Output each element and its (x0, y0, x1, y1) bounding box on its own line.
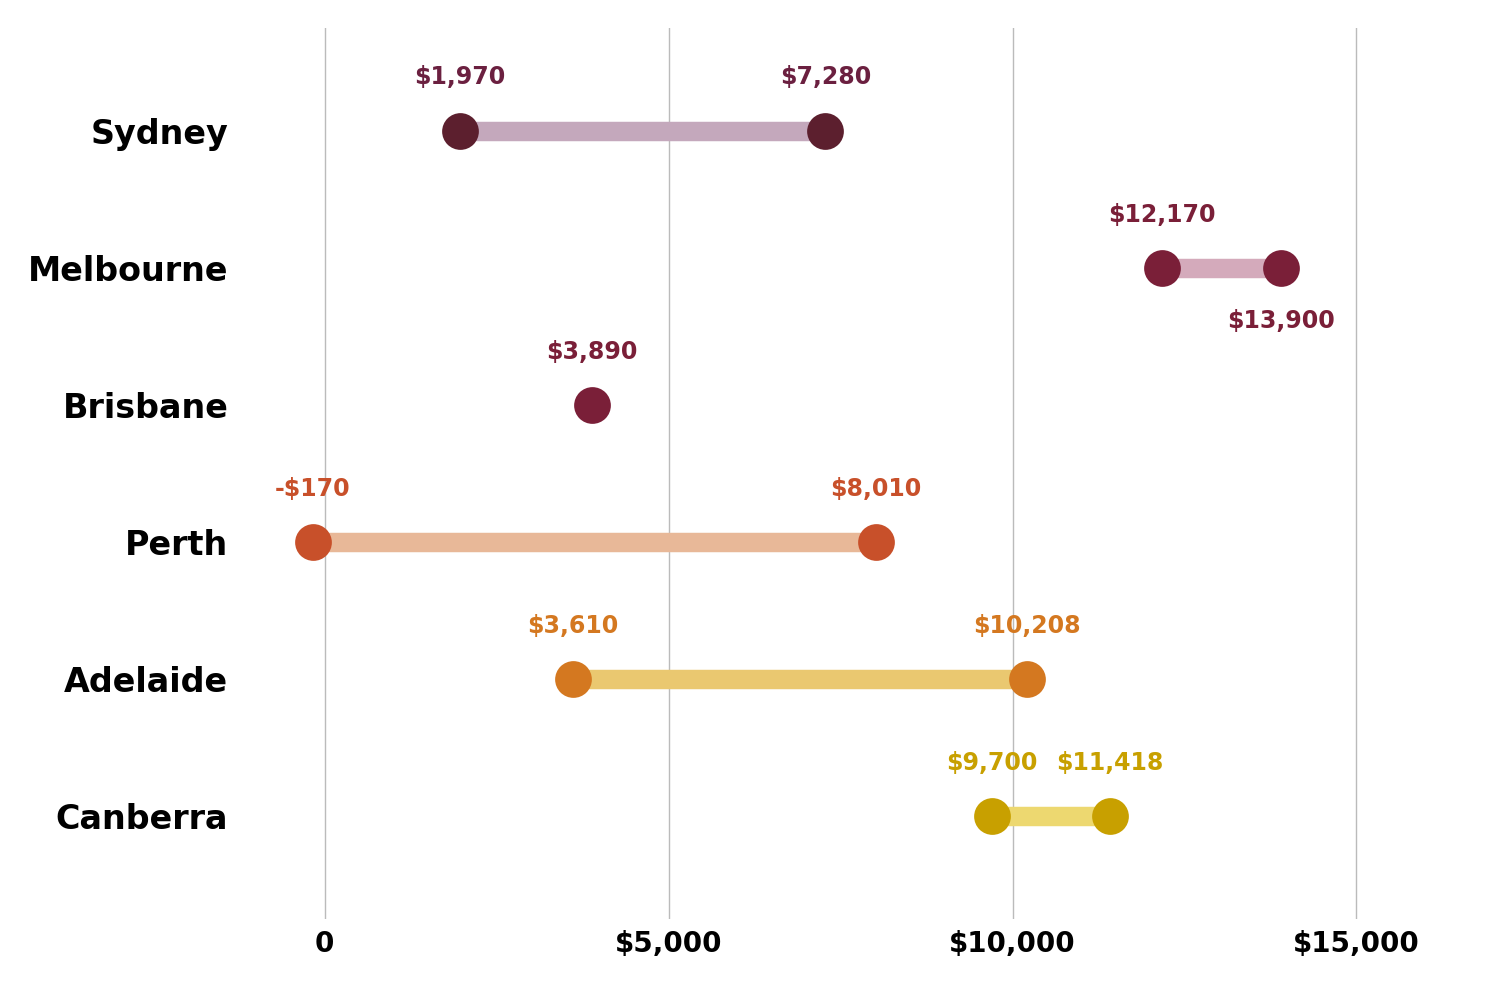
Point (448, 122, 472, 138)
Text: $9,700: $9,700 (946, 751, 1038, 775)
Text: $10,208: $10,208 (973, 614, 1081, 638)
Point (813, 122, 837, 138)
Point (1268, 260, 1292, 276)
Point (302, 534, 326, 550)
Text: $8,010: $8,010 (829, 477, 921, 501)
Text: $3,610: $3,610 (528, 614, 618, 638)
Point (1149, 260, 1173, 276)
Point (1098, 809, 1122, 824)
Text: $13,900: $13,900 (1228, 309, 1335, 333)
Text: $1,970: $1,970 (415, 65, 505, 90)
Point (581, 397, 605, 413)
Text: $12,170: $12,170 (1108, 202, 1215, 227)
Text: $3,890: $3,890 (546, 340, 638, 364)
Point (561, 671, 585, 687)
Point (1015, 671, 1039, 687)
Point (980, 809, 1004, 824)
Text: -$170: -$170 (274, 477, 351, 501)
Point (864, 534, 888, 550)
Text: $11,418: $11,418 (1057, 751, 1164, 775)
Text: $7,280: $7,280 (780, 65, 872, 90)
